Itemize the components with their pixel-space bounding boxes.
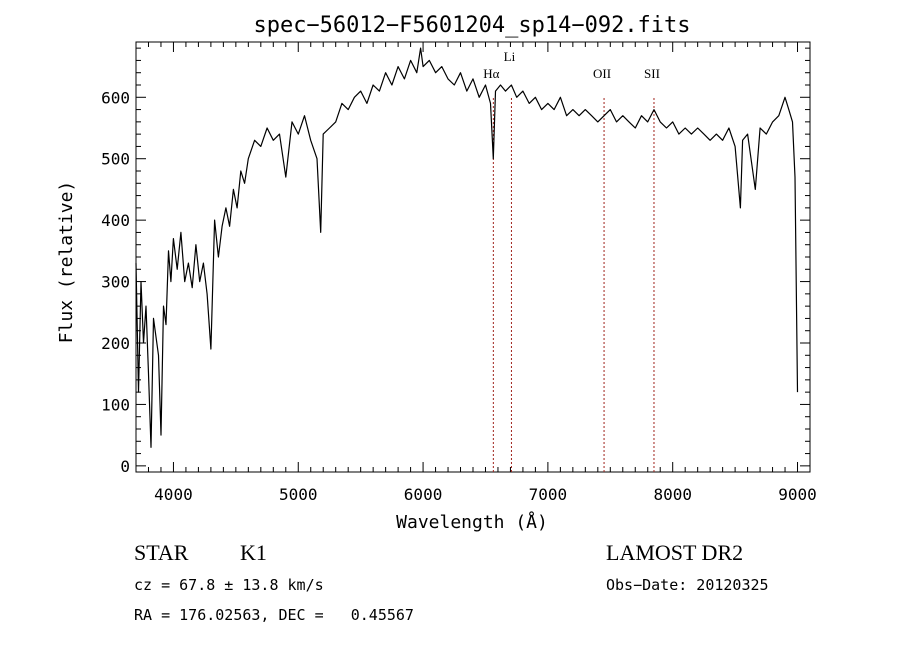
y-axis-label: Flux (relative) (56, 181, 77, 344)
coordinates: RA = 176.02563, DEC = 0.45567 (134, 606, 414, 624)
y-tick-label: 200 (101, 334, 130, 353)
y-tick-label: 300 (101, 273, 130, 292)
survey-name: LAMOST DR2 (606, 540, 743, 565)
x-tick-label: 9000 (778, 485, 817, 504)
x-tick-label: 7000 (529, 485, 568, 504)
object-subclass: K1 (240, 540, 267, 565)
x-tick-label: 8000 (653, 485, 692, 504)
line-marker-label: OII (593, 66, 611, 81)
redshift-velocity: cz = 67.8 ± 13.8 km/s (134, 576, 324, 594)
line-markers: Hα Li OII SII (483, 49, 660, 472)
x-tick-label: 4000 (154, 485, 193, 504)
chart-title: spec−56012−F5601204_sp14−092.fits (253, 13, 690, 38)
y-tick-label: 500 (101, 150, 130, 169)
y-tick-label: 600 (101, 88, 130, 107)
x-tick-label: 5000 (279, 485, 318, 504)
plot-frame (135, 41, 811, 473)
spectrum-series (135, 47, 799, 448)
line-marker-label: Hα (483, 66, 499, 81)
x-tick-label: 6000 (404, 485, 443, 504)
observation-date: Obs−Date: 20120325 (606, 576, 769, 594)
object-class: STAR (134, 540, 189, 565)
line-marker-label: SII (644, 66, 660, 81)
y-tick-label: 400 (101, 211, 130, 230)
y-tick-label: 0 (120, 457, 130, 476)
spectrum-line (135, 47, 799, 448)
x-axis-label: Wavelength (Å) (396, 511, 548, 533)
y-tick-label: 100 (101, 395, 130, 414)
x-axis: 4000 5000 6000 7000 8000 9000 (147, 42, 817, 504)
y-axis: 0 100 200 300 400 500 600 (101, 47, 810, 476)
line-marker-label: Li (504, 49, 516, 64)
